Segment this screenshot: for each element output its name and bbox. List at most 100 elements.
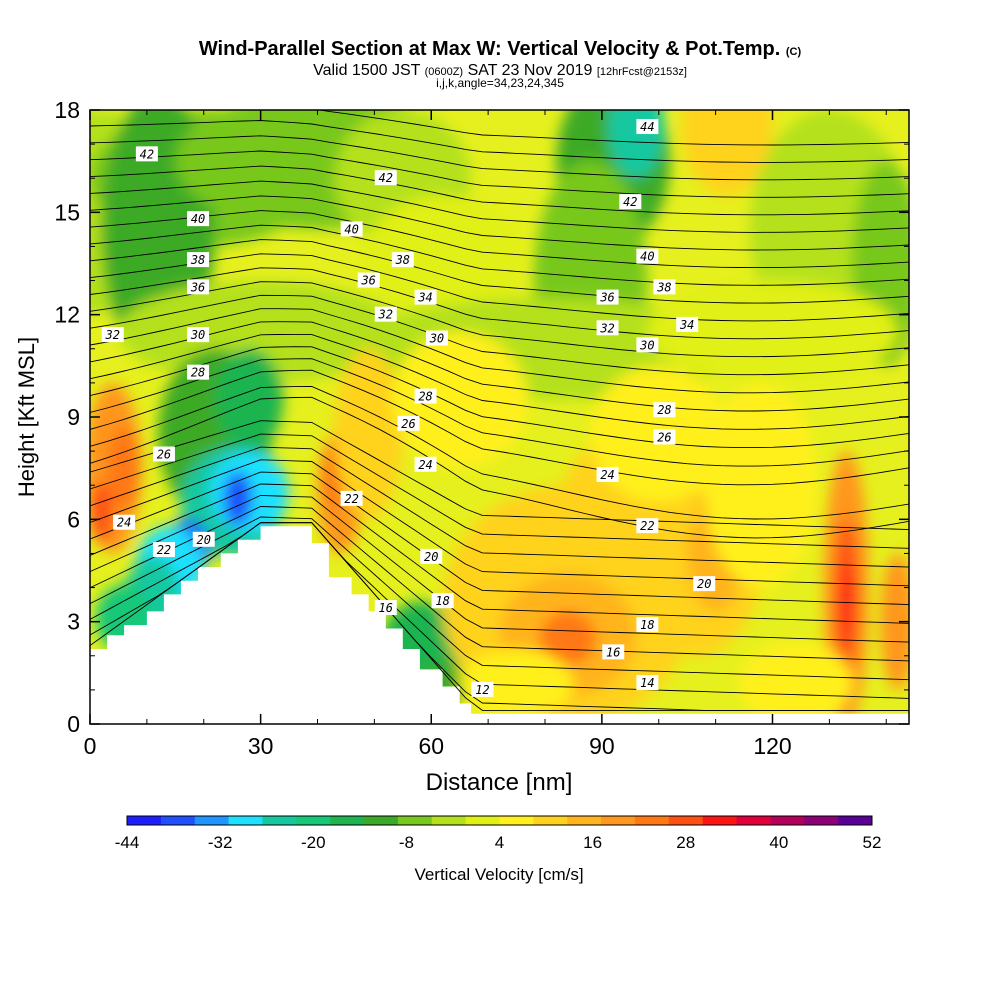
contour-label: 24: [418, 458, 432, 472]
contour-label: 38: [190, 253, 205, 267]
colorbar-swatch: [465, 816, 500, 825]
colorbar-swatch: [634, 816, 670, 825]
contour-label: 42: [140, 147, 154, 161]
contour-label: 40: [191, 212, 205, 226]
colorbar-tick-label: -44: [115, 833, 140, 852]
isentrope-line: [90, 239, 909, 304]
colorbar-swatch: [668, 816, 704, 825]
isentrope-line: [90, 120, 909, 163]
isentrope-line: [90, 483, 909, 624]
colorbar-swatch: [567, 816, 602, 825]
velocity-blob: [681, 110, 773, 196]
isentrope-line: [90, 180, 909, 233]
colorbar-swatch: [838, 816, 873, 825]
grid-indices: i,j,k,angle=34,23,24,345: [0, 76, 1000, 90]
colorbar-swatch: [499, 816, 534, 825]
colorbar-tick-label: 16: [583, 833, 602, 852]
contour-label: 30: [190, 328, 205, 342]
contour-label: 38: [656, 280, 671, 294]
contour-label: 32: [378, 308, 393, 322]
contour-label-bg: [152, 446, 175, 462]
colorbar-swatch: [296, 816, 331, 825]
velocity-blob: [334, 348, 403, 520]
contour-label: 18: [435, 594, 449, 608]
colorbar-swatch: [736, 816, 771, 825]
contour-label-bg: [636, 337, 659, 353]
y-tick-label: 3: [67, 609, 80, 635]
contour-label: 40: [640, 250, 654, 264]
isentrope-line: [90, 333, 909, 430]
contour-label-bg: [596, 289, 619, 305]
contour-label: 36: [360, 274, 375, 288]
colorbar: -44 -32 -20 -8 4 16 28 40 52: [115, 815, 881, 852]
chart-title: Wind-Parallel Section at Max W: Vertical…: [0, 38, 1000, 61]
colorbar-tick-label: -32: [208, 833, 233, 852]
contour-label: 32: [599, 321, 614, 335]
isentrope-line: [90, 522, 909, 711]
contour-label-bg: [187, 279, 210, 295]
colorbar-swatch: [228, 816, 263, 825]
x-tick-label: 0: [84, 733, 97, 759]
contour-label: 30: [639, 338, 654, 352]
isentrope-line: [317, 110, 909, 146]
contour-label-bg: [391, 252, 414, 268]
contour-label: 24: [117, 516, 131, 530]
isentrope-line: [90, 420, 909, 531]
velocity-blob: [107, 427, 142, 510]
contour-label: 28: [657, 403, 671, 417]
contour-label-bg: [187, 252, 210, 268]
colorbar-swatch: [770, 816, 805, 825]
terrain-shape: [90, 526, 909, 724]
contour-label-bg: [414, 289, 437, 305]
velocity-blob: [647, 280, 898, 383]
colorbar-tick-label: 4: [495, 833, 504, 852]
contour-label-bg: [693, 576, 716, 592]
contour-label: 38: [395, 253, 410, 267]
contour-label: 34: [679, 318, 694, 332]
velocity-blob: [118, 280, 403, 383]
isentrope-line: [90, 386, 909, 520]
isentrope-line: [90, 446, 909, 568]
velocity-blob: [738, 642, 853, 724]
velocity-blob: [539, 611, 597, 667]
y-tick-label: 0: [67, 711, 80, 737]
colorbar-swatch: [397, 816, 433, 825]
contour-label-bg: [471, 681, 494, 697]
colorbar-label: Vertical Velocity [cm/s]: [414, 865, 583, 884]
contour-label-bg: [602, 644, 625, 660]
valid-time: Valid 1500 JST: [313, 62, 421, 79]
colorbar-swatch: [804, 816, 839, 825]
colorbar-tick-label: -20: [301, 833, 326, 852]
contour-label-bg: [653, 402, 676, 418]
y-tick-label: 18: [54, 97, 80, 123]
grid-indices-text: i,j,k,angle=34,23,24,345: [436, 76, 564, 90]
valid-date: SAT 23 Nov 2019: [467, 62, 593, 79]
potential-temperature-contours: [90, 110, 909, 711]
isentrope-line: [90, 494, 909, 643]
contour-label-bg: [374, 306, 397, 322]
contour-label-bg: [187, 327, 210, 343]
isentrope-line: [90, 433, 909, 549]
velocity-blob: [90, 481, 113, 544]
isentrope-line: [90, 358, 909, 467]
colorbar-swatch: [702, 816, 738, 825]
contour-label-bg: [135, 146, 158, 162]
x-tick-label: 90: [589, 733, 615, 759]
contour-label: 20: [697, 577, 711, 591]
isentrope-line: [90, 150, 909, 198]
colorbar-swatch: [330, 816, 365, 825]
colorbar-tick-label: -8: [399, 833, 414, 852]
contour-label: 28: [191, 366, 205, 380]
y-tick-label: 9: [67, 404, 80, 430]
forecast-info: [12hrFcst@2153z]: [596, 66, 687, 78]
contour-label: 18: [640, 618, 654, 632]
colorbar-swatch: [601, 816, 636, 825]
colorbar-frame: [126, 815, 873, 826]
contour-label-bg: [636, 248, 659, 264]
contour-label-bg: [414, 456, 437, 472]
y-tick-label: 15: [54, 199, 80, 225]
y-tick-label: 6: [67, 506, 80, 532]
chart-title-main: Wind-Parallel Section at Max W: Vertical…: [198, 38, 781, 60]
